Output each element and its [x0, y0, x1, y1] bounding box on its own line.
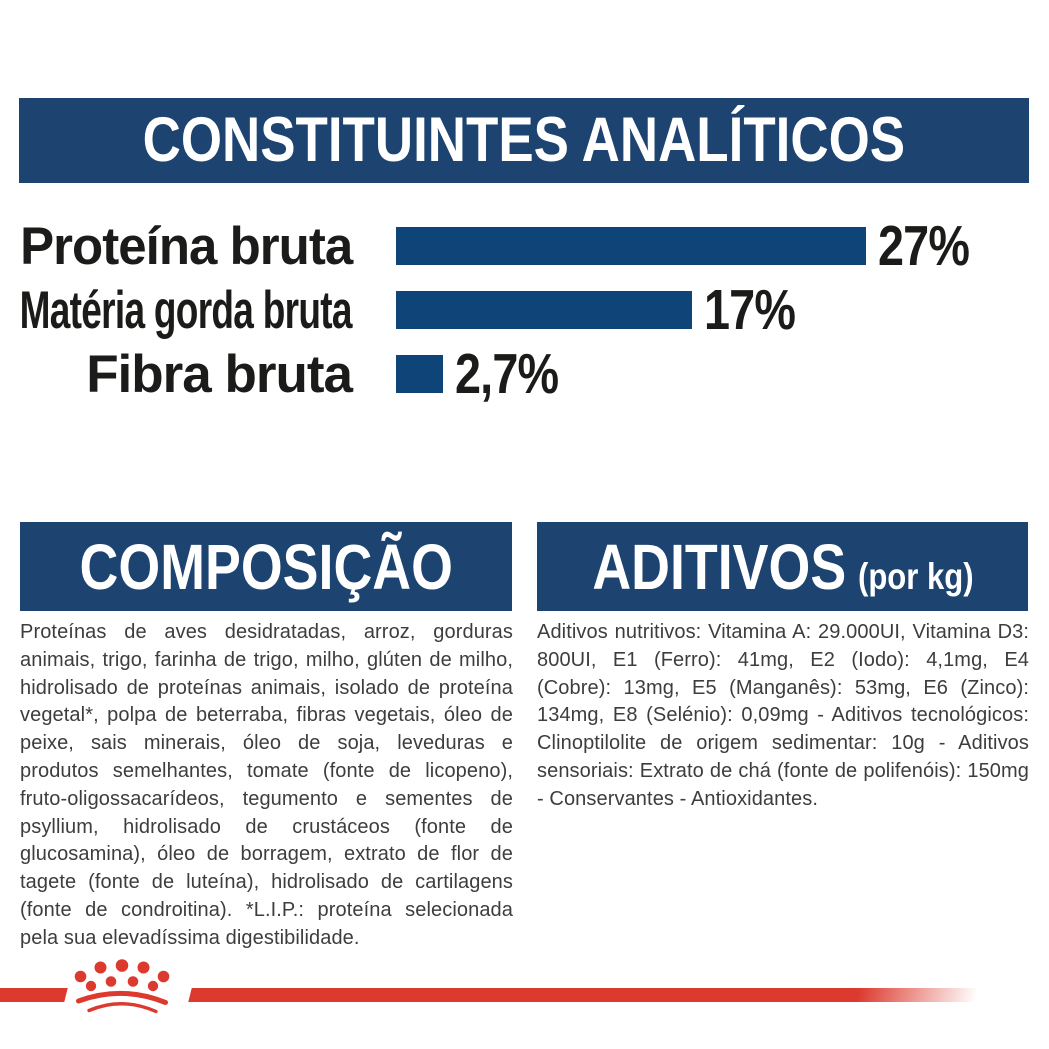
additives-body-text: Aditivos nutritivos: Vitamina A: 29.000U… — [537, 621, 1029, 810]
chart-value-bar — [396, 291, 692, 329]
chart-row: Matéria gorda bruta 17% — [20, 278, 1030, 342]
royal-canin-crown-icon — [74, 959, 170, 1014]
chart-value-bar — [396, 355, 443, 393]
composition-title-group: COMPOSIÇÃO — [79, 535, 452, 599]
chart-category-label: Fibra bruta — [86, 344, 353, 404]
analytical-constituents-title: CONSTITUINTES ANALÍTICOS — [142, 105, 906, 175]
footer-rule-left-segment — [0, 988, 68, 1002]
chart-category-label: Proteína bruta — [19, 216, 353, 276]
additives-title: ADITIVOS — [591, 530, 846, 603]
composition-header-bar: COMPOSIÇÃO — [20, 522, 512, 611]
analytical-constituents-title-group: CONSTITUINTES ANALÍTICOS — [143, 109, 905, 172]
footer-rule-right-segment — [188, 988, 987, 1002]
chart-value-label: 17% — [704, 277, 796, 342]
chart-row: Fibra bruta 2,7% — [20, 342, 1030, 406]
analytical-constituents-header-bar: CONSTITUINTES ANALÍTICOS — [19, 98, 1029, 183]
additives-header-bar: ADITIVOS (por kg) — [537, 522, 1028, 611]
additives-title-group: ADITIVOS (por kg) — [592, 535, 973, 599]
composition-title: COMPOSIÇÃO — [79, 530, 453, 603]
chart-category-label: Matéria gorda bruta — [19, 280, 353, 340]
chart-category-label-box: Proteína bruta — [19, 216, 353, 276]
chart-value-label: 2,7% — [455, 341, 559, 406]
chart-category-label-box: Matéria gorda bruta — [19, 280, 353, 340]
composition-body-text: Proteínas de aves desidratadas, arroz, g… — [20, 621, 513, 949]
chart-value-bar — [396, 227, 866, 265]
chart-row: Proteína bruta 27% — [20, 214, 1030, 278]
analytical-bar-chart: Proteína bruta 27% Matéria gorda bruta 17% F… — [20, 214, 1030, 406]
chart-value-label: 27% — [878, 213, 970, 278]
additives-title-suffix: (por kg) — [857, 555, 974, 597]
chart-category-label-box: Fibra bruta — [20, 344, 353, 404]
